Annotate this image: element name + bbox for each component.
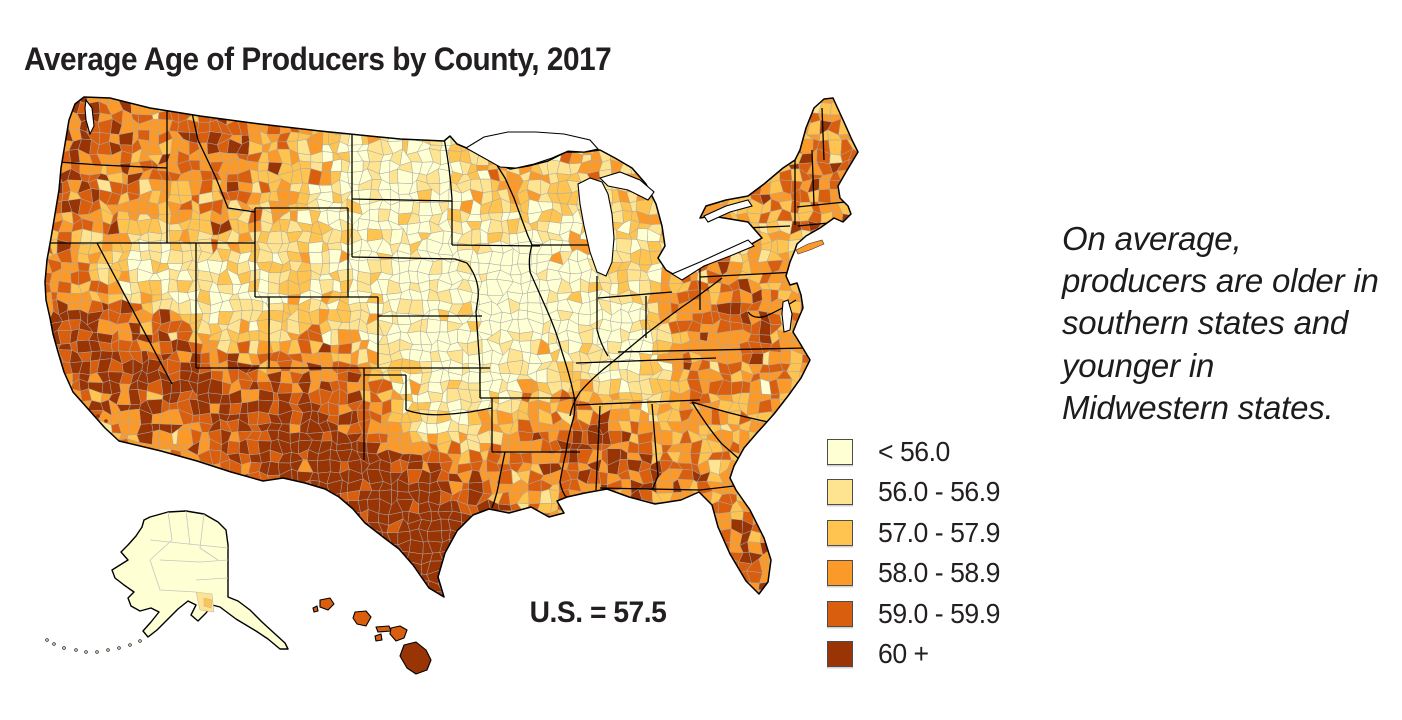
- legend-swatch: [827, 438, 853, 465]
- legend-item: 57.0 - 57.9: [827, 516, 1006, 548]
- legend-swatch: [827, 560, 853, 586]
- legend-item: 58.0 - 58.9: [827, 557, 1006, 588]
- long-island: [795, 239, 825, 255]
- channel-island: [104, 419, 108, 423]
- page-title: Average Age of Producers by County, 2017: [24, 41, 612, 78]
- legend-label: 60 +: [878, 638, 929, 669]
- state-borders: [45, 103, 846, 509]
- legend-swatch: [827, 479, 853, 505]
- legend-swatch: [827, 600, 853, 627]
- us-average-label: U.S. = 57.5: [529, 596, 667, 629]
- legend-item: 56.0 - 56.9: [827, 476, 1006, 507]
- legend-swatch: [827, 519, 853, 546]
- legend-label: 56.0 - 56.9: [878, 476, 1000, 507]
- legend-item: < 56.0: [827, 435, 1006, 467]
- alaska-inset: [45, 510, 289, 654]
- legend-label: 58.0 - 58.9: [878, 557, 1000, 588]
- great-lakes: [84, 98, 793, 333]
- annotation-text: On average, producers are older in south…: [1062, 220, 1379, 426]
- legend-item: 60 +: [827, 638, 1006, 669]
- legend-swatch: [827, 641, 853, 667]
- legend-label: 57.0 - 57.9: [878, 516, 1000, 548]
- hawaii-inset: [312, 597, 432, 675]
- legend-item: 59.0 - 59.9: [827, 597, 1006, 629]
- channel-island: [96, 414, 100, 418]
- us-outline: [44, 96, 859, 598]
- legend-label: 59.0 - 59.9: [878, 597, 1000, 629]
- legend-label: < 56.0: [878, 435, 950, 467]
- map-legend: < 56.0 56.0 - 56.9 57.0 - 57.9 58.0 - 58.9 5…: [827, 435, 1006, 681]
